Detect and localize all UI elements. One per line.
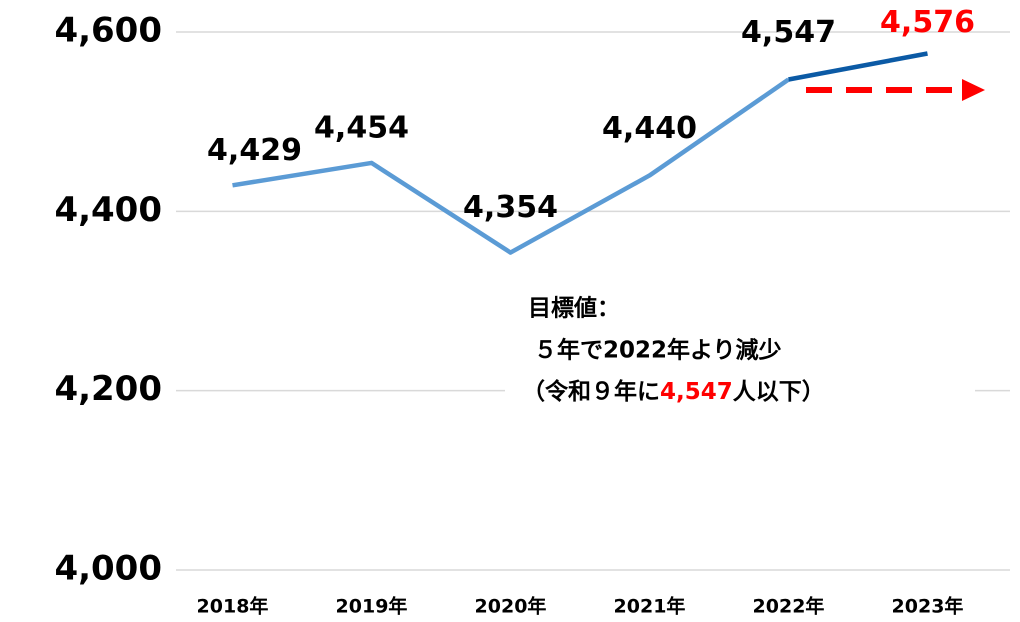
x-tick-label: 2023年	[892, 595, 964, 618]
line-segment	[788, 51, 928, 82]
data-label: 4,354	[463, 190, 558, 225]
data-label: 4,454	[314, 110, 409, 145]
data-label: 4,440	[602, 111, 697, 146]
annotation-background	[505, 282, 975, 412]
annotation-text: （令和９年に	[522, 378, 660, 405]
annotation-text: 人以下）	[733, 378, 825, 405]
x-tick-label: 2018年	[197, 595, 269, 618]
y-tick-label: 4,200	[54, 369, 162, 409]
data-label: 4,576	[880, 5, 975, 40]
marks	[232, 51, 928, 255]
annotation-line: ５年で2022年より減少	[534, 337, 782, 364]
x-tick-label: 2020年	[475, 595, 547, 618]
annotation-line: （令和９年に4,547人以下）	[522, 378, 825, 405]
y-tick-label: 4,600	[54, 11, 162, 51]
y-tick-label: 4,000	[54, 549, 162, 589]
data-label: 4,547	[741, 15, 836, 50]
target-arrow-head	[962, 79, 985, 101]
x-tick-label: 2019年	[336, 595, 408, 618]
line	[232, 77, 790, 255]
y-tick-label: 4,400	[54, 190, 162, 230]
annotation-highlight: 4,547	[660, 379, 733, 405]
x-tick-label: 2021年	[614, 595, 686, 618]
x-tick-label: 2022年	[753, 595, 825, 618]
annotation-line: 目標値：	[528, 296, 620, 322]
data-label: 4,429	[207, 133, 302, 168]
